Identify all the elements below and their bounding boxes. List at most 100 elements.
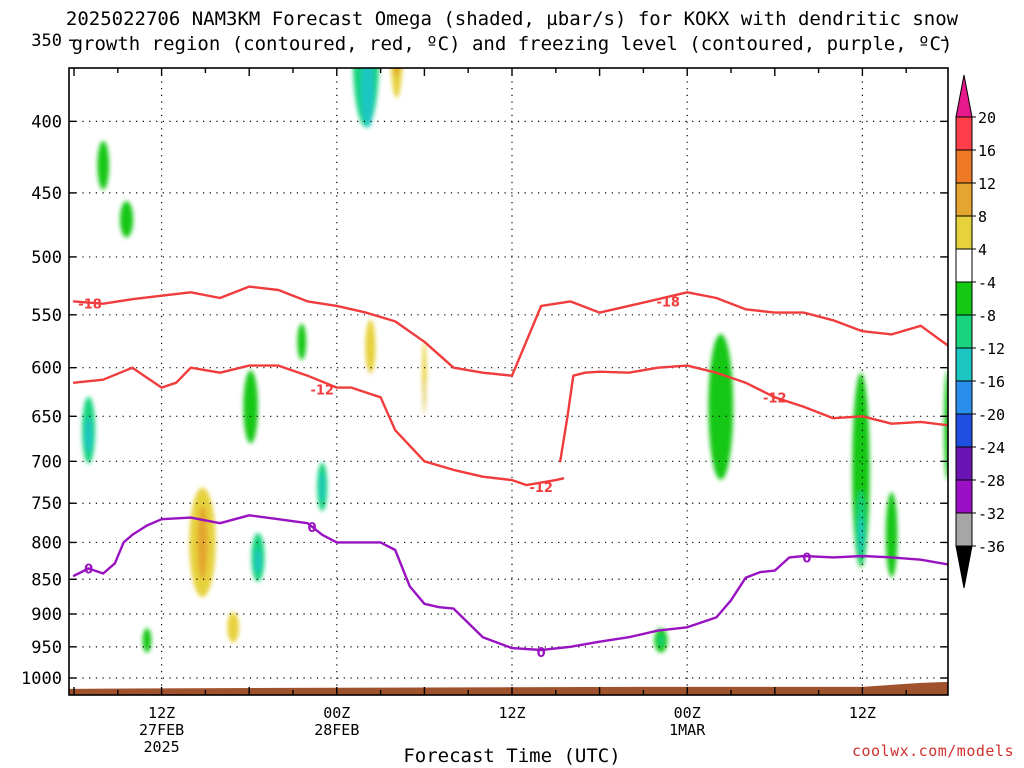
colorbar-swatch (955, 182, 973, 217)
omega-shading-layer (82, 0, 948, 656)
omega-cell (517, 582, 542, 619)
omega-cell (395, 31, 398, 49)
omega-cell (447, 559, 472, 614)
colorbar-swatch (955, 215, 973, 250)
contour-label: 0 (84, 562, 93, 577)
x-tick-label: 2025 (144, 738, 180, 756)
omega-cell (314, 268, 319, 305)
contour-label: 0 (802, 551, 811, 566)
chart-title-line-2: growth region (contoured, red, ºC) and f… (71, 33, 953, 55)
colorbar-label: 4 (978, 241, 987, 259)
omega-cell (365, 319, 376, 375)
colorbar-label: -12 (978, 340, 1005, 358)
omega-cell (243, 370, 258, 444)
omega-cell (423, 68, 431, 146)
omega-cell (227, 612, 239, 643)
contour-line (72, 285, 948, 377)
omega-cell (390, 68, 403, 98)
omega-cell (422, 341, 427, 415)
x-axis-title: Forecast Time (UTC) (403, 745, 621, 767)
x-tick-label: 28FEB (314, 721, 359, 739)
omega-cell (941, 624, 948, 644)
terrain-fill (69, 681, 948, 695)
omega-cell (822, 591, 833, 610)
omega-cell (495, 582, 514, 619)
omega-cell (877, 571, 886, 602)
contour-label: -18 (78, 298, 102, 313)
contour-label: -12 (763, 391, 787, 406)
colorbar-label: -16 (978, 373, 1005, 391)
x-tick-label: 12Z (148, 704, 175, 722)
omega-cell (97, 140, 110, 190)
omega-cell (84, 416, 93, 453)
y-tick-label: 850 (31, 570, 62, 590)
omega-cell (572, 68, 581, 81)
y-tick-label: 950 (31, 638, 62, 658)
contour-label: -18 (656, 295, 680, 310)
colorbar-bottom-arrow (955, 545, 973, 589)
colorbar-label: 16 (978, 142, 996, 160)
omega-cell (394, 19, 400, 62)
omega-cell (82, 96, 90, 206)
y-tick-label: 650 (31, 407, 62, 427)
colorbar-swatch (955, 281, 973, 316)
colorbar-label: -24 (978, 439, 1005, 457)
y-tick-label: 1000 (21, 669, 62, 689)
colorbar-swatch (955, 446, 973, 481)
contour-label-layer: -18 -18 -12 -12 -12 0 0 0 0 (78, 295, 811, 661)
y-tick-label: 900 (31, 605, 62, 625)
colorbar-swatch (955, 413, 973, 448)
colorbar-label: -8 (978, 307, 996, 325)
omega-cell (852, 372, 870, 568)
omega-cell (142, 628, 152, 653)
axes-layer: 2503003504004505005506006507007508008509… (21, 31, 948, 756)
colorbar-swatch (955, 380, 973, 415)
omega-cell (885, 492, 898, 578)
omega-cell (231, 22, 238, 58)
omega-cell (259, 465, 269, 484)
y-tick-label: 800 (31, 533, 62, 553)
omega-cell (340, 571, 348, 602)
contour-label: 0 (307, 521, 316, 536)
omega-cell (646, 0, 653, 10)
colorbar-swatch (955, 248, 973, 283)
plot-frame (68, 67, 949, 696)
y-tick-label: 350 (31, 31, 62, 51)
omega-cell (284, 100, 291, 143)
omega-cell (551, 541, 569, 603)
colorbar-swatch (955, 149, 973, 184)
omega-cell (768, 285, 781, 322)
omega-cell (320, 471, 325, 503)
colorbar-label: 20 (978, 109, 996, 127)
colorbar-swatch (955, 347, 973, 382)
omega-cell (767, 201, 797, 263)
omega-cell (297, 323, 307, 361)
omega-cell (393, 68, 400, 77)
omega-cell (476, 601, 489, 627)
y-tick-label: 750 (31, 494, 62, 514)
y-tick-label: 400 (31, 112, 62, 132)
y-tick-label: 500 (31, 248, 62, 268)
omega-cell (365, 84, 373, 128)
omega-cell (900, 349, 910, 386)
omega-cell (570, 592, 606, 623)
omega-cell (667, 0, 673, 38)
omega-cell (290, 608, 302, 627)
contour-label: -12 (310, 384, 334, 399)
colorbar-swatch (955, 116, 973, 151)
omega-cell (357, 367, 381, 556)
y-tick-label: 600 (31, 359, 62, 379)
x-tick-label: 12Z (849, 704, 876, 722)
colorbar-swatch (955, 314, 973, 349)
colorbar-label: -28 (978, 472, 1005, 490)
colorbar-label: 8 (978, 208, 987, 226)
colorbar: 20 16 12 8 4 -4 -8 -12 -16 -20 -24 -28 -32 -36 (955, 74, 1005, 589)
colorbar-label: -4 (978, 274, 996, 292)
omega-cell (811, 607, 821, 621)
contour-label: -12 (529, 481, 553, 496)
contour-line (559, 364, 948, 463)
terrain-layer (69, 681, 948, 695)
omega-cell (353, 625, 373, 656)
omega-cell (608, 1, 614, 62)
